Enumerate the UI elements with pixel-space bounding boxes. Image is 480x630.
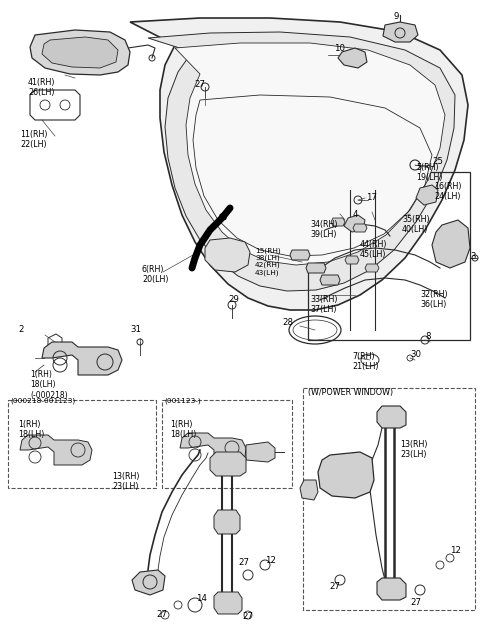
Polygon shape: [300, 480, 318, 500]
Text: 44(RH)
45(LH): 44(RH) 45(LH): [360, 240, 387, 260]
Polygon shape: [180, 433, 246, 462]
Text: 27: 27: [242, 612, 253, 621]
Text: 33(RH)
37(LH): 33(RH) 37(LH): [310, 295, 337, 314]
Text: 34(RH)
39(LH): 34(RH) 39(LH): [310, 220, 337, 239]
Polygon shape: [210, 452, 246, 476]
Bar: [162, 400, 292, 488]
Text: 1(RH)
18(LH): 1(RH) 18(LH): [18, 420, 44, 439]
Polygon shape: [306, 263, 326, 273]
Polygon shape: [345, 256, 359, 264]
Text: 1(RH)
18(LH): 1(RH) 18(LH): [170, 420, 196, 439]
Text: 27: 27: [329, 582, 340, 591]
Text: 6(RH)
20(LH): 6(RH) 20(LH): [142, 265, 168, 284]
Text: 7(RH)
21(LH): 7(RH) 21(LH): [352, 352, 379, 372]
Text: 28: 28: [282, 318, 293, 327]
Text: 16(RH)
24(LH): 16(RH) 24(LH): [434, 182, 461, 202]
Circle shape: [345, 472, 351, 478]
Polygon shape: [377, 406, 406, 428]
Text: 2: 2: [18, 325, 24, 334]
Polygon shape: [205, 238, 250, 272]
Text: 31: 31: [130, 325, 141, 334]
Text: 9: 9: [393, 12, 399, 21]
Polygon shape: [130, 18, 468, 310]
Bar: [303, 388, 475, 610]
Polygon shape: [416, 185, 438, 205]
Text: 3: 3: [470, 252, 476, 261]
Text: 32(RH)
36(LH): 32(RH) 36(LH): [420, 290, 448, 309]
Text: 12: 12: [265, 556, 276, 565]
Text: 35(RH)
40(LH): 35(RH) 40(LH): [402, 215, 430, 234]
Text: (000218-001123): (000218-001123): [10, 398, 75, 404]
Polygon shape: [377, 578, 406, 600]
Polygon shape: [320, 275, 340, 285]
Polygon shape: [338, 48, 367, 68]
Text: 8: 8: [425, 332, 431, 341]
Polygon shape: [214, 510, 240, 534]
Polygon shape: [148, 32, 455, 291]
Text: (001123-): (001123-): [164, 398, 201, 404]
Text: 25: 25: [432, 157, 443, 166]
Text: (W/POWER WINDOW): (W/POWER WINDOW): [308, 388, 393, 397]
Polygon shape: [175, 43, 445, 265]
Polygon shape: [318, 452, 374, 498]
Polygon shape: [331, 218, 345, 226]
Text: 11(RH)
22(LH): 11(RH) 22(LH): [20, 130, 48, 149]
Text: 1(RH)
18(LH)
(-000218): 1(RH) 18(LH) (-000218): [30, 370, 68, 400]
Bar: [308, 172, 470, 340]
Polygon shape: [365, 264, 379, 272]
Polygon shape: [214, 592, 242, 614]
Text: 27: 27: [410, 598, 421, 607]
Polygon shape: [132, 570, 165, 595]
Text: 27: 27: [239, 558, 250, 567]
Polygon shape: [344, 215, 365, 232]
Polygon shape: [383, 22, 418, 42]
Text: 10: 10: [335, 44, 346, 53]
Polygon shape: [246, 442, 275, 462]
Polygon shape: [353, 224, 367, 232]
Text: 27: 27: [156, 610, 168, 619]
Bar: [8, 400, 156, 488]
Text: 13(RH)
23(LH): 13(RH) 23(LH): [400, 440, 428, 459]
Text: 29: 29: [228, 295, 239, 304]
Polygon shape: [42, 342, 122, 375]
Text: 27: 27: [194, 80, 205, 89]
Polygon shape: [30, 30, 130, 75]
Text: 13(RH)
23(LH): 13(RH) 23(LH): [112, 472, 140, 491]
Text: 17: 17: [366, 193, 377, 202]
Text: 4: 4: [353, 210, 359, 219]
Text: 30: 30: [410, 350, 421, 359]
Text: 15(RH)
38(LH)
42(RH)
43(LH): 15(RH) 38(LH) 42(RH) 43(LH): [255, 247, 281, 276]
Text: 14: 14: [196, 594, 207, 603]
Polygon shape: [432, 220, 470, 268]
Polygon shape: [20, 435, 92, 465]
Text: 41(RH)
26(LH): 41(RH) 26(LH): [28, 78, 56, 98]
Polygon shape: [290, 250, 310, 260]
Polygon shape: [42, 37, 118, 68]
Text: 12: 12: [450, 546, 461, 555]
Text: 5(RH)
19(LH): 5(RH) 19(LH): [416, 163, 443, 183]
